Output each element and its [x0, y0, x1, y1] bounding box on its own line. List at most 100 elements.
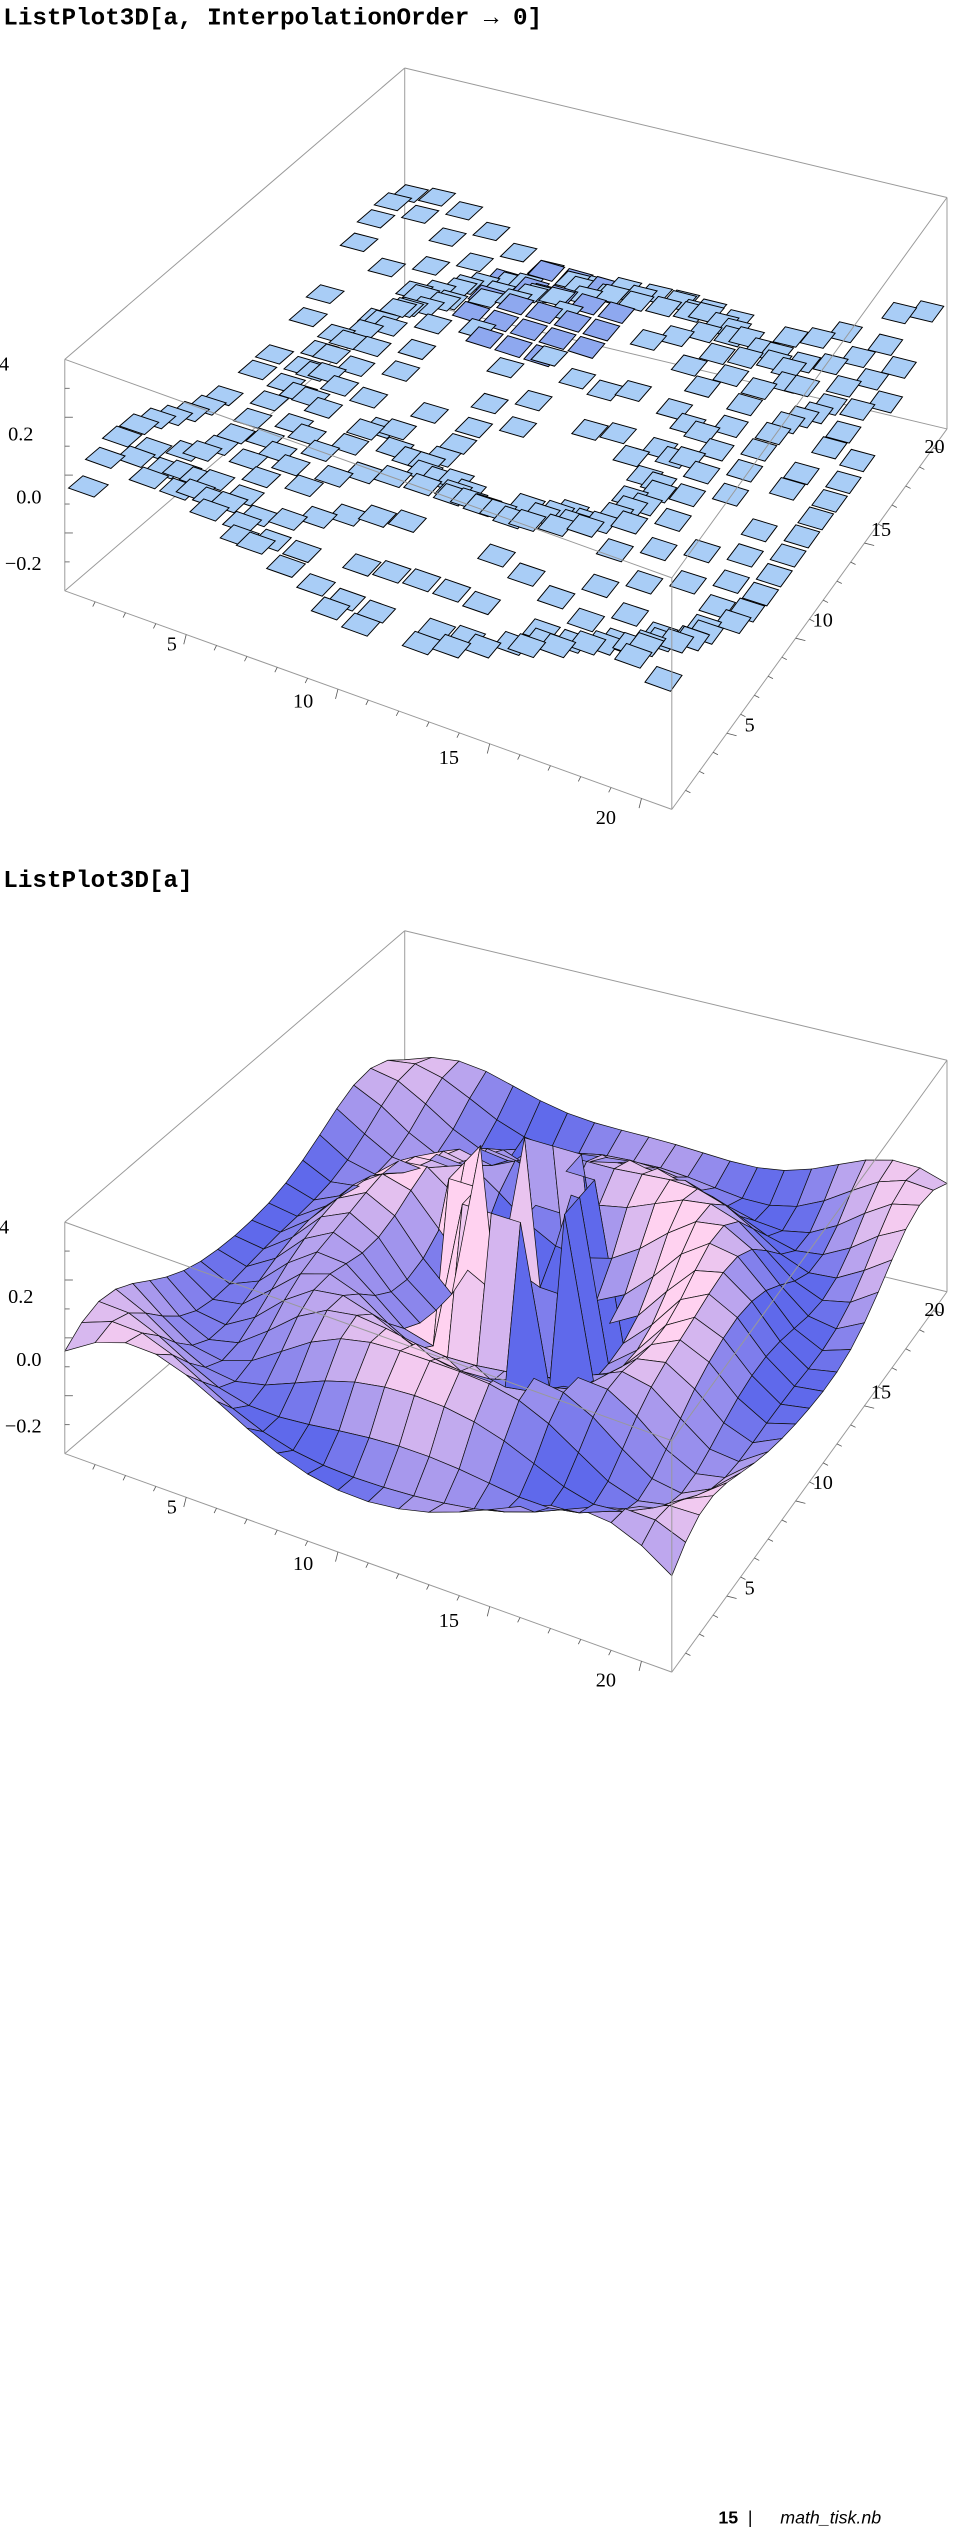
tick-mark — [335, 689, 339, 699]
tile — [685, 321, 723, 344]
tile — [313, 464, 354, 488]
surface-patch — [459, 1508, 505, 1513]
tile — [783, 524, 821, 549]
tick-mark — [92, 601, 96, 607]
surface-patch — [608, 1275, 654, 1324]
tile — [335, 355, 376, 378]
tile — [825, 374, 863, 398]
tile — [824, 470, 862, 495]
tile — [329, 432, 370, 456]
tick-mark — [712, 751, 719, 756]
tile — [613, 642, 653, 669]
tick-mark — [864, 1405, 875, 1409]
tile — [235, 531, 277, 555]
file-name: math_tisk.nb — [780, 2508, 881, 2528]
tile — [402, 472, 443, 497]
tick-mark — [781, 1519, 787, 1523]
box-edge — [64, 930, 406, 1223]
tile — [537, 286, 577, 307]
tick-mark — [274, 667, 278, 673]
tile — [288, 307, 329, 328]
y-tick-label: 20 — [924, 436, 944, 458]
tile — [451, 300, 491, 324]
tile — [599, 422, 638, 445]
tick-mark — [712, 1614, 719, 1618]
tile — [755, 562, 794, 588]
tile — [387, 509, 428, 533]
tile — [654, 507, 693, 532]
tile — [881, 301, 918, 325]
x-tick-label: 15 — [439, 1610, 459, 1632]
tick-mark — [122, 1475, 126, 1481]
plot-3d — [64, 930, 948, 1673]
plot-3d — [64, 67, 948, 810]
footer-separator: | — [748, 2508, 753, 2528]
tile — [570, 418, 610, 441]
tick-mark — [92, 1464, 96, 1470]
tile — [683, 375, 722, 398]
tick-mark — [395, 710, 400, 717]
tile — [373, 464, 413, 489]
tile — [373, 192, 413, 212]
tile — [558, 367, 597, 390]
tile — [305, 284, 346, 305]
tick-mark — [183, 634, 187, 645]
tick-mark — [740, 713, 746, 718]
y-tick-label: 20 — [924, 1299, 944, 1321]
tile — [189, 498, 230, 522]
tick-mark — [878, 1386, 884, 1390]
tile — [908, 300, 945, 323]
tile — [514, 389, 553, 412]
tile — [371, 559, 412, 584]
tick-mark — [274, 1529, 278, 1536]
tick-mark — [638, 1661, 642, 1672]
tile — [812, 353, 849, 376]
tile — [265, 554, 307, 578]
tile — [417, 187, 457, 207]
tile — [644, 665, 683, 692]
tick-mark — [767, 1538, 774, 1542]
x-tick-label: 15 — [439, 747, 459, 769]
tile — [725, 392, 764, 417]
tile — [310, 596, 351, 621]
tile — [295, 573, 337, 597]
tile — [610, 602, 650, 627]
tile — [880, 355, 918, 379]
x-tick-label: 10 — [293, 690, 313, 712]
tick-mark — [517, 754, 521, 760]
tile — [741, 581, 780, 607]
tile — [524, 301, 564, 325]
tick-mark — [836, 580, 842, 584]
tile — [413, 313, 453, 335]
tile — [682, 420, 721, 444]
tick-mark — [699, 1633, 705, 1637]
tile — [357, 504, 398, 528]
tick-mark — [213, 645, 217, 651]
tile — [712, 364, 750, 388]
tile — [506, 562, 546, 587]
tile — [67, 475, 110, 498]
tile — [454, 416, 494, 439]
tile — [341, 553, 382, 577]
tile — [595, 538, 635, 563]
tile — [768, 476, 807, 501]
tile — [726, 543, 765, 568]
tick-mark — [547, 765, 551, 771]
input-cell: ListPlot3D[a] — [3, 868, 192, 895]
tile — [455, 252, 495, 273]
tile — [799, 327, 836, 349]
tile — [507, 508, 547, 532]
tile — [300, 439, 341, 463]
tick-mark — [685, 789, 691, 794]
tile — [740, 377, 778, 401]
tile — [657, 325, 696, 348]
tile — [494, 335, 533, 359]
tick-mark — [933, 447, 944, 451]
tick-mark — [891, 1367, 897, 1371]
tile — [237, 359, 278, 381]
tile — [340, 612, 381, 637]
tick-mark — [304, 1540, 308, 1547]
tile — [629, 329, 668, 351]
tile — [797, 506, 835, 531]
